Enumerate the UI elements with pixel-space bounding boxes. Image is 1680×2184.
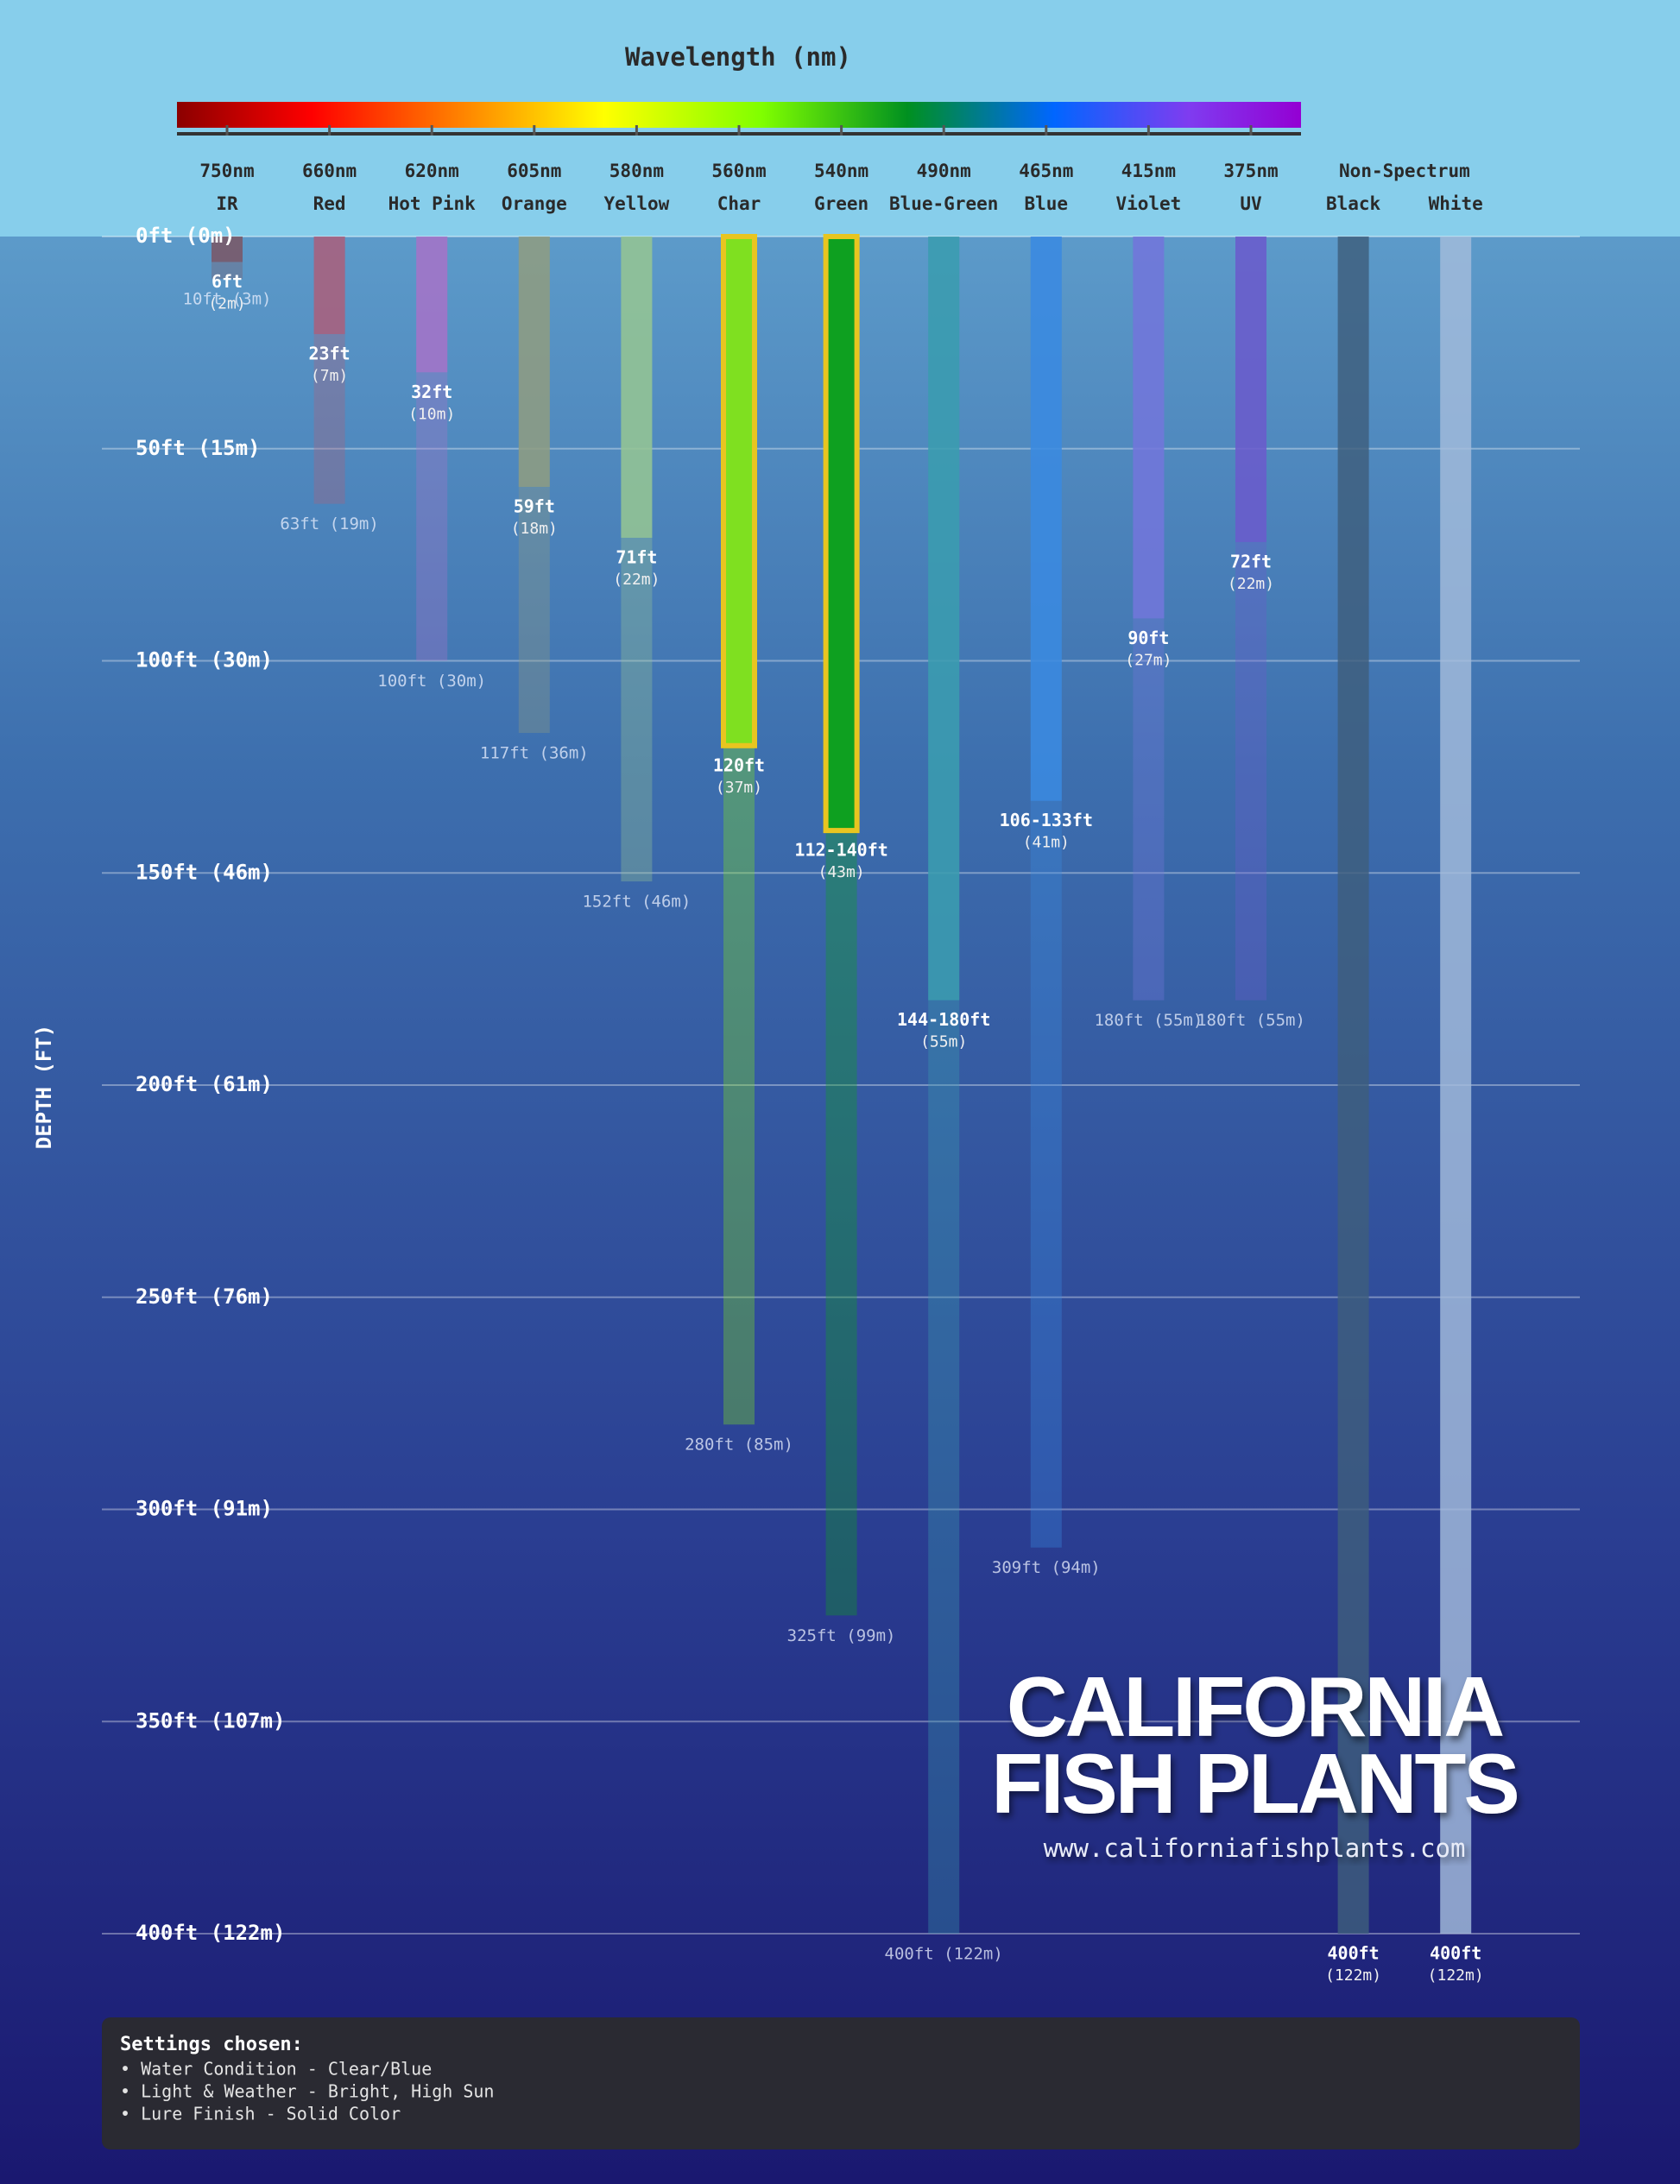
visible-depth-bar xyxy=(721,234,757,748)
y-axis-label: DEPTH (FT) xyxy=(32,1025,56,1150)
value-label: 120ft xyxy=(713,754,765,775)
x-tick-label: Red xyxy=(313,193,346,214)
settings-item: • Light & Weather - Bright, High Sun xyxy=(120,2081,494,2102)
y-tick-label: 200ft (61m) xyxy=(136,1072,273,1096)
value-label: 90ft xyxy=(1127,628,1169,648)
labels: 0ft (0m) 50ft (15m) 100ft (30m) 150ft (46m)… xyxy=(136,224,1484,1985)
value-label: 72ft xyxy=(1230,551,1272,571)
value-label: 400ft xyxy=(1327,1943,1379,1964)
wavelength-label: 660nm xyxy=(302,161,357,181)
visible-depth-bar xyxy=(416,237,448,373)
max-depth-label: 180ft (55m) xyxy=(1197,1011,1305,1030)
visible-depth-bar xyxy=(1440,237,1472,1934)
visible-depth-bar xyxy=(1337,237,1369,1934)
x-tick-label: Black xyxy=(1326,193,1381,214)
x-tick-label: Blue-Green xyxy=(889,193,998,214)
visible-depth-bar xyxy=(313,237,345,335)
value-label: 400ft xyxy=(1430,1943,1481,1964)
x-tick-label: White xyxy=(1429,193,1483,214)
y-tick-label: 100ft (30m) xyxy=(136,648,273,672)
value-label: 23ft xyxy=(309,344,351,364)
wavelength-label: 540nm xyxy=(814,161,868,181)
meter-label: (2m) xyxy=(208,294,245,312)
meter-label: (55m) xyxy=(920,1033,967,1051)
value-label: 106-133ft xyxy=(1000,810,1093,830)
max-depth-label: 309ft (94m) xyxy=(992,1558,1101,1577)
x-tick-label: Yellow xyxy=(603,193,669,214)
y-tick-label: 300ft (91m) xyxy=(136,1497,273,1521)
x-tick-label: Violet xyxy=(1115,193,1181,214)
visible-depth-bar xyxy=(212,237,243,262)
value-label: 112-140ft xyxy=(794,840,887,861)
max-depth-label: 10ft (3m) xyxy=(183,290,272,309)
x-tick-label: IR xyxy=(216,193,238,214)
logo-line: FISH PLANTS xyxy=(991,1736,1517,1831)
meter-label: (27m) xyxy=(1125,651,1172,669)
meter-label: (10m) xyxy=(408,405,455,423)
settings-title: Settings chosen: xyxy=(120,2034,303,2055)
wavelength-label: 490nm xyxy=(917,161,971,181)
visible-depth-bar xyxy=(1133,237,1165,619)
logo-line: CALIFORNIA xyxy=(1007,1659,1503,1754)
settings-item: • Lure Finish - Solid Color xyxy=(120,2104,401,2124)
visible-depth-bar xyxy=(518,237,550,487)
visible-depth-bar xyxy=(823,234,860,834)
wavelength-label: 465nm xyxy=(1019,161,1073,181)
y-tick-label: 250ft (76m) xyxy=(136,1285,273,1309)
meter-label: (22m) xyxy=(1228,575,1274,593)
x-tick-label: UV xyxy=(1240,193,1262,214)
y-tick-label: 150ft (46m) xyxy=(136,860,273,884)
y-tick-label: 350ft (107m) xyxy=(136,1708,285,1733)
chart-title: Wavelength (nm) xyxy=(625,42,851,72)
visible-depth-bar xyxy=(621,237,653,538)
value-label: 71ft xyxy=(616,546,657,567)
max-depth-label: 117ft (36m) xyxy=(480,744,589,763)
meter-label: (37m) xyxy=(716,779,762,797)
wavelength-label: 375nm xyxy=(1223,161,1278,181)
value-label: 59ft xyxy=(514,496,555,516)
meter-label: (43m) xyxy=(818,863,865,881)
x-tick-label: Green xyxy=(814,193,868,214)
spectrum-bar xyxy=(177,102,1301,128)
x-tick-label: Char xyxy=(717,193,761,214)
bars xyxy=(212,234,1472,1934)
max-depth-label: 63ft (19m) xyxy=(280,514,378,533)
y-tick-label: 0ft (0m) xyxy=(136,224,236,248)
wavelength-label: 750nm xyxy=(199,161,254,181)
meter-label: (122m) xyxy=(1428,1966,1484,1985)
logo-url: www.californiafishplants.com xyxy=(1044,1834,1466,1863)
wavelength-label: 620nm xyxy=(405,161,459,181)
group-label: Non-Spectrum xyxy=(1339,161,1470,181)
meter-label: (7m) xyxy=(311,367,348,385)
meter-label: (18m) xyxy=(511,520,558,538)
value-label: 144-180ft xyxy=(897,1009,990,1030)
value-label: 6ft xyxy=(212,271,243,292)
wavelength-label: 560nm xyxy=(711,161,766,181)
visible-depth-bar xyxy=(1030,237,1062,801)
max-depth-label: 280ft (85m) xyxy=(685,1436,793,1455)
wavelength-label: 415nm xyxy=(1121,161,1176,181)
x-tick-label: Blue xyxy=(1025,193,1069,214)
visible-depth-bar xyxy=(1235,237,1266,542)
max-depth-label: 400ft (122m) xyxy=(885,1945,1003,1964)
max-depth-label: 180ft (55m) xyxy=(1094,1011,1203,1030)
max-depth-label: 325ft (99m) xyxy=(787,1626,896,1645)
y-tick-label: 50ft (15m) xyxy=(136,436,261,460)
x-tick-label: Orange xyxy=(502,193,567,214)
y-tick-label: 400ft (122m) xyxy=(136,1921,285,1945)
meter-label: (22m) xyxy=(613,571,660,589)
meter-label: (122m) xyxy=(1325,1966,1381,1985)
max-depth-label: 100ft (30m) xyxy=(377,672,486,691)
wavelength-label: 605nm xyxy=(507,161,561,181)
visible-depth-bar xyxy=(928,237,960,1000)
settings-box xyxy=(102,2017,1580,2149)
settings-item: • Water Condition - Clear/Blue xyxy=(120,2059,432,2080)
x-tick-label: Hot Pink xyxy=(388,193,477,214)
value-label: 32ft xyxy=(411,382,452,402)
max-depth-label: 152ft (46m) xyxy=(582,893,691,912)
meter-label: (41m) xyxy=(1023,834,1070,852)
wavelength-label: 580nm xyxy=(609,161,664,181)
